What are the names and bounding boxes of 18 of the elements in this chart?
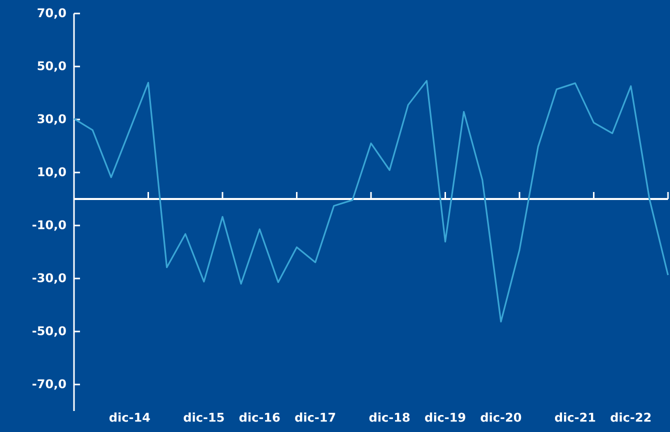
y-tick-label: -10,0 — [32, 220, 66, 231]
line-series — [73, 80, 669, 322]
y-tick-label: 70,0 — [38, 8, 66, 19]
x-tick-label: dic-14 — [109, 412, 150, 422]
x-tick-label: dic-19 — [425, 412, 466, 422]
x-tick-label: dic-22 — [610, 412, 651, 422]
x-tick-label: dic-20 — [480, 412, 522, 422]
y-tick-label: -50,0 — [32, 326, 66, 337]
x-tick-label: dic-21 — [554, 412, 596, 422]
y-tick-label: 50,0 — [38, 61, 66, 72]
x-tick-label: dic-17 — [295, 412, 336, 422]
y-tick-label: -30,0 — [32, 273, 66, 284]
x-tick-label: dic-16 — [239, 412, 280, 422]
y-tick-label: -70,0 — [32, 379, 66, 390]
x-tick-label: dic-15 — [184, 412, 224, 422]
x-tick-label: dic-18 — [369, 412, 410, 422]
y-tick-label: 10,0 — [38, 167, 66, 178]
y-tick-label: 30,0 — [38, 114, 66, 125]
